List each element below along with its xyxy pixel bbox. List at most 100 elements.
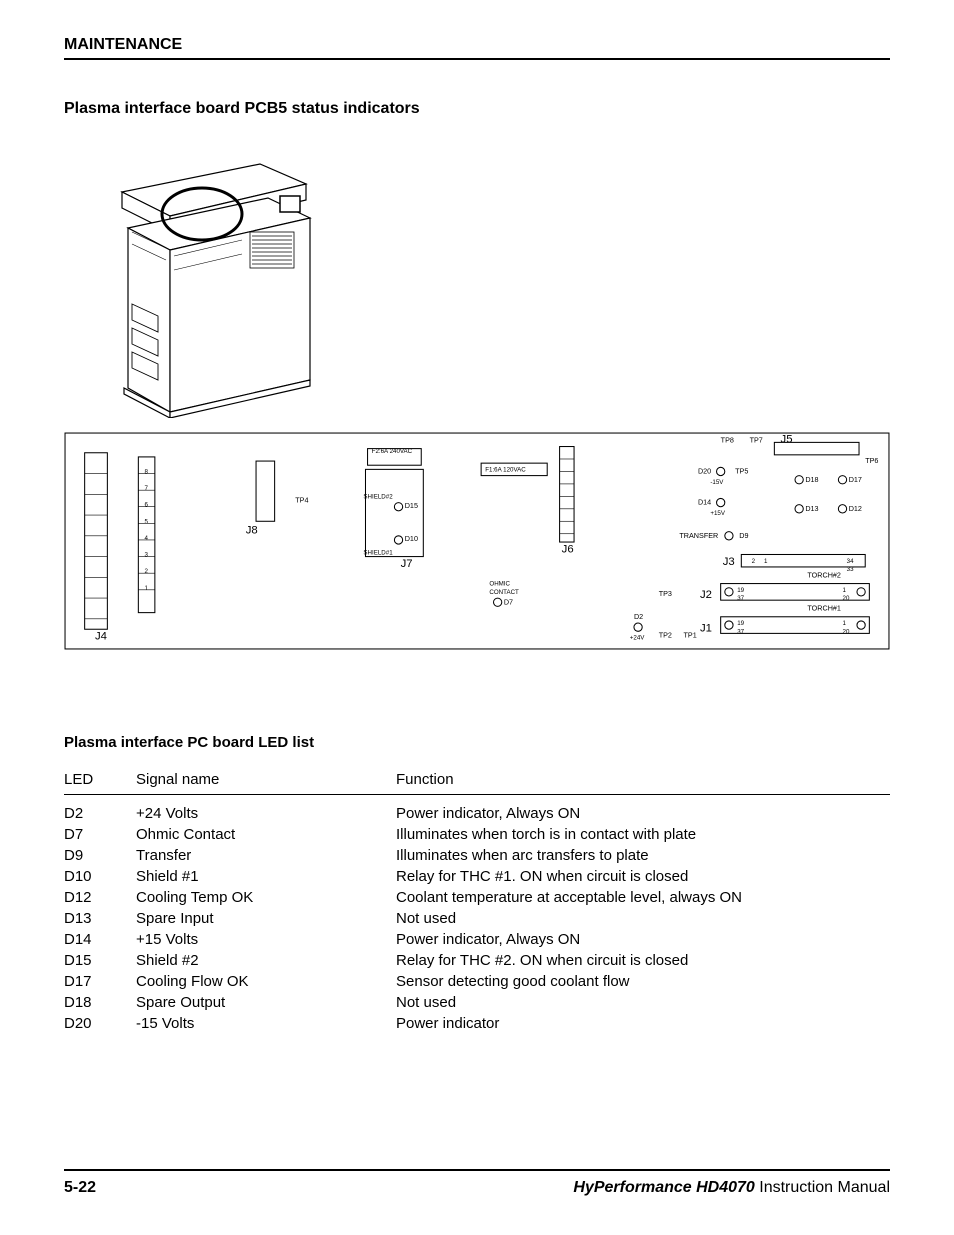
table-row: D17Cooling Flow OKSensor detecting good … [64, 971, 890, 992]
table-row: D7Ohmic ContactIlluminates when torch is… [64, 824, 890, 845]
svg-text:J3: J3 [723, 556, 735, 568]
led-table: LED Signal name Function D2+24 VoltsPowe… [64, 767, 890, 1034]
svg-text:TP8: TP8 [721, 435, 734, 444]
table-cell: Spare Input [136, 908, 396, 929]
table-cell: Transfer [136, 845, 396, 866]
col-header-led: LED [64, 767, 136, 795]
svg-text:TP3: TP3 [659, 589, 672, 598]
svg-text:SHIELD#1: SHIELD#1 [363, 549, 393, 556]
table-cell: D20 [64, 1013, 136, 1034]
table-row: D9TransferIlluminates when arc transfers… [64, 845, 890, 866]
product-name: HyPerformance HD4070 [573, 1179, 754, 1196]
svg-text:D10: D10 [405, 534, 418, 543]
table-row: D20-15 VoltsPower indicator [64, 1013, 890, 1034]
svg-text:TP7: TP7 [750, 435, 763, 444]
svg-text:D15: D15 [405, 501, 418, 510]
svg-text:D7: D7 [504, 597, 513, 606]
table-cell: Power indicator, Always ON [396, 795, 890, 825]
table-row: D15Shield #2Relay for THC #2. ON when ci… [64, 950, 890, 971]
svg-text:1: 1 [764, 558, 768, 565]
svg-text:TP2: TP2 [659, 631, 672, 640]
doc-title: HyPerformance HD4070 Instruction Manual [573, 1179, 890, 1197]
table-cell: D14 [64, 929, 136, 950]
svg-text:1: 1 [145, 585, 149, 592]
table-title: Plasma interface PC board LED list [64, 734, 890, 751]
table-cell: Cooling Flow OK [136, 971, 396, 992]
table-cell: +24 Volts [136, 795, 396, 825]
svg-text:SHIELD#2: SHIELD#2 [363, 493, 393, 500]
svg-text:J8: J8 [246, 525, 258, 537]
table-cell: Relay for THC #1. ON when circuit is clo… [396, 866, 890, 887]
doc-suffix: Instruction Manual [755, 1179, 890, 1196]
table-row: D13Spare InputNot used [64, 908, 890, 929]
svg-text:1: 1 [843, 620, 847, 627]
svg-text:+24V: +24V [630, 635, 645, 642]
table-cell: -15 Volts [136, 1013, 396, 1034]
svg-text:TRANSFER: TRANSFER [679, 531, 718, 540]
page-number: 5-22 [64, 1179, 96, 1197]
svg-text:2: 2 [752, 558, 756, 565]
svg-text:4: 4 [145, 535, 149, 542]
svg-text:+15V: +15V [710, 510, 725, 517]
svg-text:6: 6 [145, 502, 149, 509]
svg-text:3: 3 [145, 552, 149, 559]
svg-text:TORCH#1: TORCH#1 [807, 604, 841, 613]
table-cell: D9 [64, 845, 136, 866]
svg-text:D20: D20 [698, 467, 711, 476]
svg-text:7: 7 [145, 485, 149, 492]
table-cell: Not used [396, 992, 890, 1013]
svg-text:37: 37 [737, 628, 744, 635]
table-cell: Shield #1 [136, 866, 396, 887]
table-cell: D15 [64, 950, 136, 971]
svg-text:D13: D13 [805, 504, 818, 513]
table-cell: D2 [64, 795, 136, 825]
table-cell: D18 [64, 992, 136, 1013]
svg-text:D12: D12 [849, 504, 862, 513]
table-cell: Relay for THC #2. ON when circuit is clo… [396, 950, 890, 971]
svg-text:TP4: TP4 [295, 496, 308, 505]
table-cell: Shield #2 [136, 950, 396, 971]
svg-text:F1:6A 120VAC: F1:6A 120VAC [485, 466, 526, 473]
svg-text:J1: J1 [700, 622, 712, 634]
table-row: D2+24 VoltsPower indicator, Always ON [64, 795, 890, 825]
page-footer: 5-22 HyPerformance HD4070 Instruction Ma… [64, 1169, 890, 1197]
pcb-diagram: J4J8J7J6J3J2J1J5F2:6A 240VACF1:6A 120VAC… [64, 432, 890, 650]
svg-text:CONTACT: CONTACT [489, 589, 519, 596]
svg-text:-15V: -15V [710, 479, 724, 486]
table-cell: D13 [64, 908, 136, 929]
svg-text:5: 5 [145, 518, 149, 525]
svg-text:J4: J4 [95, 631, 107, 643]
svg-text:D17: D17 [849, 475, 862, 484]
svg-text:TP1: TP1 [684, 631, 697, 640]
svg-text:J5: J5 [781, 433, 793, 445]
col-header-func: Function [396, 767, 890, 795]
svg-text:33: 33 [847, 566, 854, 573]
svg-text:19: 19 [737, 587, 744, 594]
section-header: MAINTENANCE [64, 36, 890, 60]
svg-text:34: 34 [847, 558, 854, 565]
table-cell: D12 [64, 887, 136, 908]
svg-text:J2: J2 [700, 589, 712, 601]
table-row: D14+15 VoltsPower indicator, Always ON [64, 929, 890, 950]
table-cell: Coolant temperature at acceptable level,… [396, 887, 890, 908]
svg-text:D18: D18 [805, 475, 818, 484]
svg-text:D2: D2 [634, 612, 643, 621]
table-row: D10Shield #1Relay for THC #1. ON when ci… [64, 866, 890, 887]
table-cell: +15 Volts [136, 929, 396, 950]
table-cell: Ohmic Contact [136, 824, 396, 845]
table-cell: Power indicator, Always ON [396, 929, 890, 950]
table-cell: Sensor detecting good coolant flow [396, 971, 890, 992]
table-cell: Power indicator [396, 1013, 890, 1034]
table-cell: Illuminates when arc transfers to plate [396, 845, 890, 866]
svg-text:J6: J6 [562, 543, 574, 555]
svg-text:TP5: TP5 [735, 467, 748, 476]
table-cell: Cooling Temp OK [136, 887, 396, 908]
svg-text:D9: D9 [739, 531, 748, 540]
svg-text:F2:6A 240VAC: F2:6A 240VAC [372, 448, 413, 455]
svg-text:1: 1 [843, 587, 847, 594]
svg-text:TP6: TP6 [865, 456, 878, 465]
svg-text:8: 8 [145, 469, 149, 476]
table-cell: D7 [64, 824, 136, 845]
svg-text:37: 37 [737, 595, 744, 602]
svg-text:TORCH#2: TORCH#2 [807, 570, 841, 579]
